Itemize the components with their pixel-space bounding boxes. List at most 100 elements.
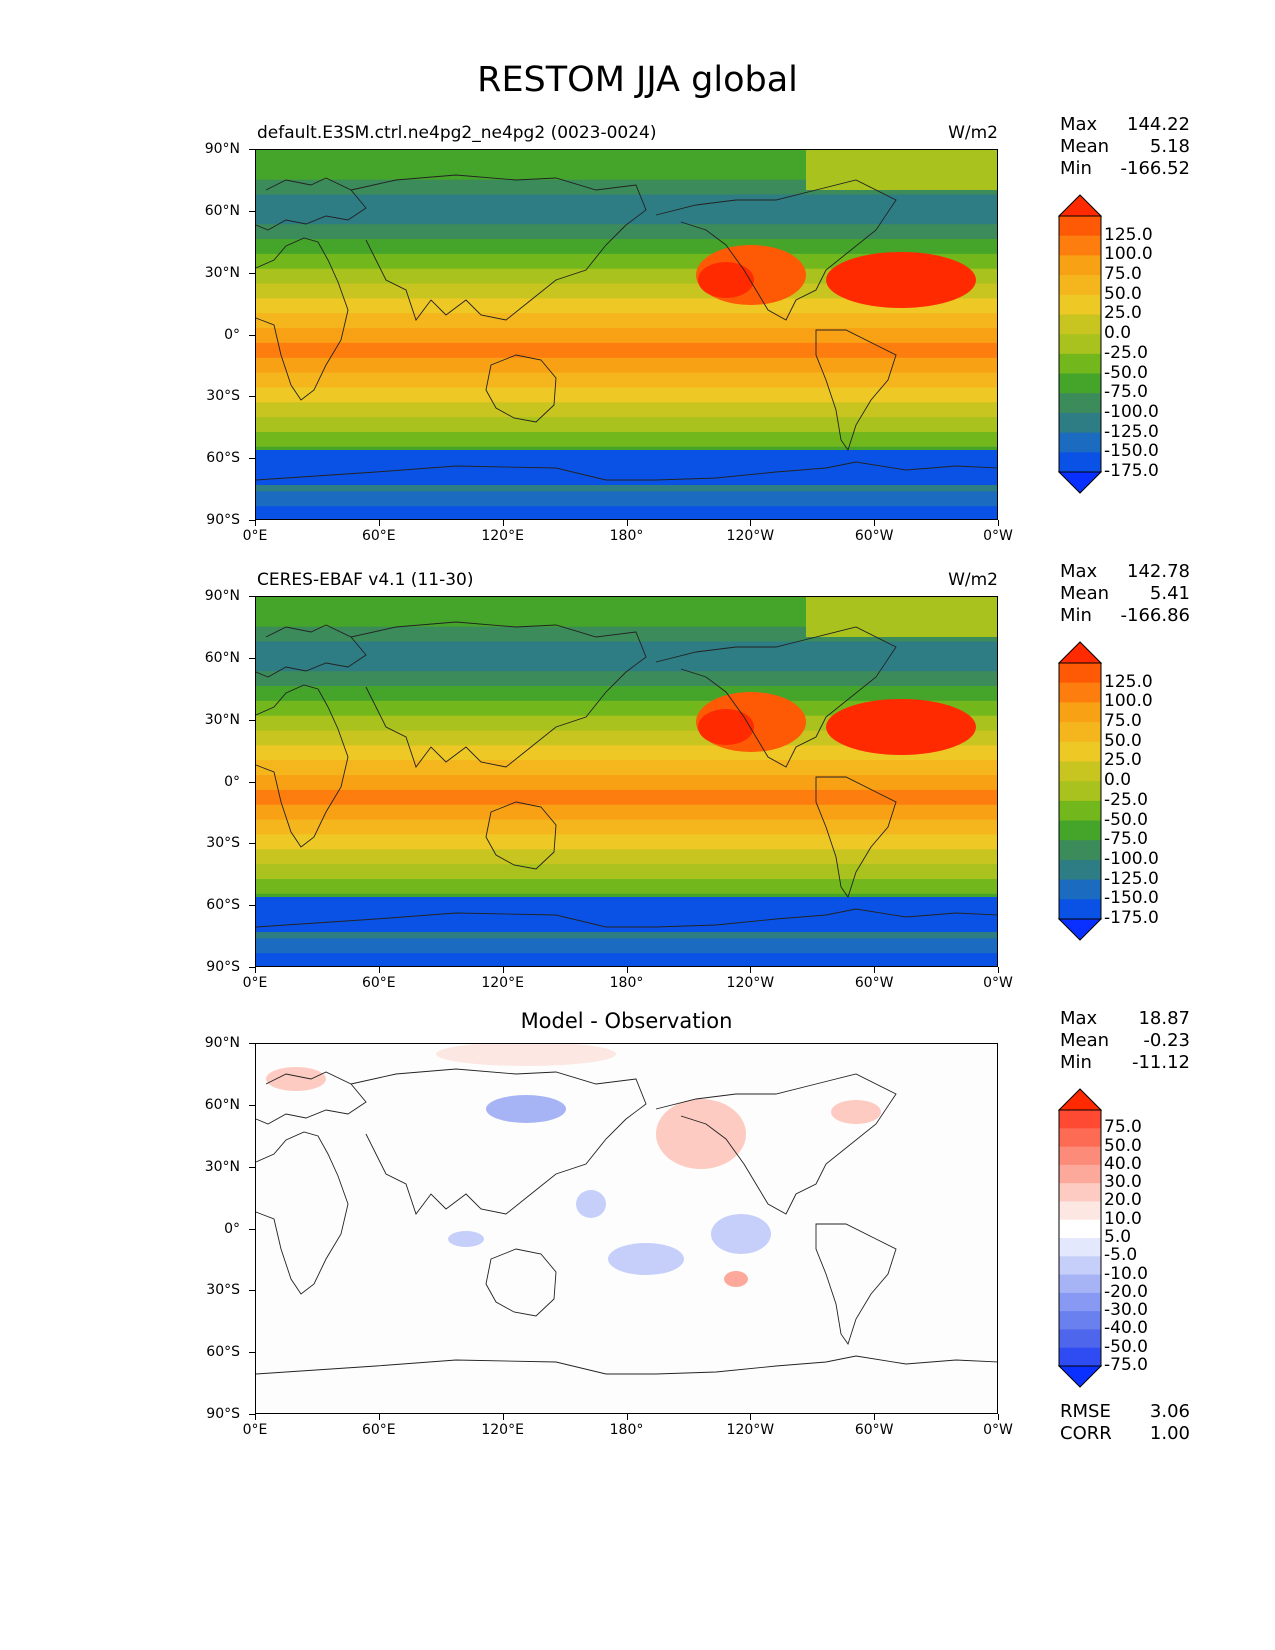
colorbar-tick-label: -10.0 xyxy=(1104,1263,1148,1284)
colorbar-tick-label: -50.0 xyxy=(1104,362,1148,383)
stat-name: Max xyxy=(1060,561,1098,582)
lon-label: 180° xyxy=(609,1422,644,1438)
colorbar-tick-label: -25.0 xyxy=(1104,342,1148,363)
colorbar-segment xyxy=(1059,334,1101,355)
colorbar-tick-label: -25.0 xyxy=(1104,789,1148,810)
colorbar-tick-label: 20.0 xyxy=(1104,1190,1142,1211)
lon-tick xyxy=(255,967,256,973)
lon-label: 120°E xyxy=(481,975,524,991)
stat-value: 5.18 xyxy=(1149,136,1190,157)
stats-block: Max 144.22 Mean 5.18 Min -166.52 xyxy=(1060,114,1190,180)
colorbar-segment xyxy=(1059,294,1101,315)
lat-label: 30°S xyxy=(206,835,240,852)
colorbar-outline xyxy=(1058,662,1102,920)
anomaly-contour xyxy=(724,1271,748,1287)
coastline xyxy=(350,174,647,321)
stat-row: Min -166.86 xyxy=(1060,605,1190,627)
colorbar xyxy=(1058,1088,1102,1388)
colorbar-extend-max xyxy=(1058,641,1102,664)
lon-tick xyxy=(502,520,504,526)
lon-tick xyxy=(998,1414,999,1420)
lat-tick xyxy=(249,596,255,597)
lon-tick xyxy=(378,967,380,973)
lon-label: 60°W xyxy=(854,528,894,544)
colorbar-tick-label: -5.0 xyxy=(1104,1245,1138,1266)
lon-label: 60°E xyxy=(361,975,396,991)
colorbar-segment xyxy=(1059,840,1101,861)
lat-label: 60°N xyxy=(204,649,240,666)
colorbar-segment xyxy=(1059,820,1101,841)
colorbar-extend-max xyxy=(1058,194,1102,217)
panel-title: default.E3SM.ctrl.ne4pg2_ne4pg2 (0023-00… xyxy=(257,123,657,143)
colorbar xyxy=(1058,194,1102,494)
lat-tick xyxy=(249,396,255,398)
field-band xyxy=(256,834,997,851)
field-band xyxy=(256,417,997,433)
lat-label: 0° xyxy=(224,1220,240,1237)
colorbar-segment xyxy=(1059,1292,1101,1312)
coastline xyxy=(655,1073,897,1215)
field-band xyxy=(256,209,997,226)
lat-label: 90°N xyxy=(204,588,240,604)
metric-name: RMSE xyxy=(1060,1401,1111,1422)
main-title: RESTOM JJA global xyxy=(477,60,798,100)
colorbar-segment xyxy=(1059,275,1101,296)
colorbar-segment xyxy=(1059,702,1101,723)
colorbar-segment xyxy=(1059,255,1101,276)
stat-row: Mean -0.23 xyxy=(1060,1030,1190,1052)
lat-tick xyxy=(249,781,255,783)
colorbar-tick-label: -100.0 xyxy=(1104,848,1159,869)
colorbar-tick-label: -50.0 xyxy=(1104,809,1148,830)
lat-tick xyxy=(249,843,255,845)
coastline xyxy=(350,621,647,768)
arctic-patch xyxy=(806,597,997,637)
colorbar-tick-label: 25.0 xyxy=(1104,303,1142,324)
stat-value: 142.78 xyxy=(1127,561,1190,582)
field-band xyxy=(256,432,997,448)
coastline xyxy=(485,801,557,870)
colorbar-tick-label: -75.0 xyxy=(1104,382,1148,403)
colorbar-extend-min xyxy=(1058,918,1102,941)
colorbar-segment xyxy=(1059,1329,1101,1349)
colorbar-tick-label: 0.0 xyxy=(1104,323,1132,344)
lon-tick xyxy=(874,1414,876,1420)
colorbar-segment xyxy=(1059,663,1101,684)
colorbar-tick-label: 40.0 xyxy=(1104,1153,1142,1174)
colorbar-tick-label: -175.0 xyxy=(1104,908,1159,928)
lon-label: 0°E xyxy=(242,528,268,544)
lon-tick xyxy=(626,520,628,526)
colorbar-tick-label: 125.0 xyxy=(1104,671,1153,692)
field-band xyxy=(256,804,997,821)
field-band xyxy=(256,686,997,702)
lon-label: 0°E xyxy=(242,1422,268,1438)
colorbar-tick-label: 100.0 xyxy=(1104,244,1153,265)
colorbar-segment xyxy=(1059,412,1101,434)
colorbar-outline xyxy=(1058,215,1102,473)
lat-tick xyxy=(249,1290,255,1292)
colorbar-tick-label: 50.0 xyxy=(1104,283,1142,304)
lat-label: 60°N xyxy=(204,1096,240,1113)
stat-name: Min xyxy=(1060,605,1092,626)
field-band xyxy=(256,268,997,285)
lon-tick xyxy=(750,967,752,973)
lat-tick xyxy=(249,1228,255,1230)
map-svg xyxy=(256,1044,997,1413)
map-plot xyxy=(255,1043,998,1414)
lat-label: 30°N xyxy=(204,264,240,281)
anomaly-contour xyxy=(711,1214,771,1254)
colorbar-segment xyxy=(1059,432,1101,453)
stat-name: Mean xyxy=(1060,583,1110,604)
map-plot xyxy=(255,149,998,520)
lat-tick xyxy=(249,905,255,907)
map-panel-3: Model - Observation 90°N 60°N 30°N 0° 30°S 60°… xyxy=(0,1008,1275,1482)
field-band xyxy=(256,357,997,374)
colorbar-tick-label: -150.0 xyxy=(1104,888,1159,909)
colorbar-tick-label: -30.0 xyxy=(1104,1300,1148,1321)
warm-core-pacific xyxy=(698,262,754,298)
lon-tick xyxy=(502,1414,504,1420)
colorbar-segment xyxy=(1059,1183,1101,1202)
lat-tick xyxy=(249,458,255,460)
stat-value: -11.12 xyxy=(1131,1052,1190,1073)
field-band xyxy=(256,253,997,270)
colorbar-tick-label: 5.0 xyxy=(1104,1227,1132,1247)
